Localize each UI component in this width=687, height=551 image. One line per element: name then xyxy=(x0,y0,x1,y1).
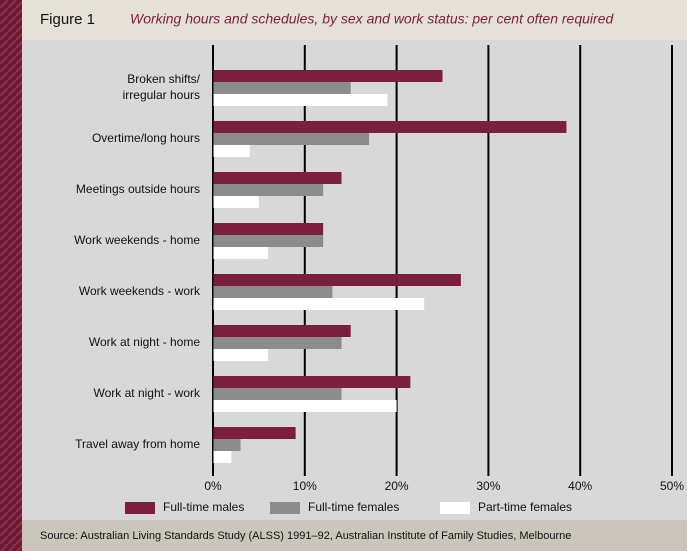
bar xyxy=(213,298,425,310)
bar xyxy=(213,325,351,337)
y-tick-label: Work at night - work xyxy=(94,386,201,400)
x-tick-label: 0% xyxy=(204,479,222,493)
y-tick-label: Work weekends - work xyxy=(79,284,201,298)
y-tick-label: Work at night - home xyxy=(89,335,200,349)
x-tick-label: 10% xyxy=(293,479,317,493)
chart-title: Working hours and schedules, by sex and … xyxy=(130,11,614,27)
source-note: Source: Australian Living Standards Stud… xyxy=(40,530,571,542)
x-tick-label: 40% xyxy=(568,479,592,493)
x-tick-label: 50% xyxy=(660,479,684,493)
y-tick-label: Meetings outside hours xyxy=(76,182,200,196)
bar xyxy=(213,184,324,196)
bar xyxy=(213,121,567,133)
bar xyxy=(213,133,370,145)
legend-swatch xyxy=(440,502,470,514)
bar xyxy=(213,247,269,259)
y-tick-label: Travel away from home xyxy=(75,437,200,451)
bar xyxy=(213,223,324,235)
bar xyxy=(213,82,351,94)
bar xyxy=(213,451,232,463)
bar xyxy=(213,337,342,349)
legend-label: Full-time males xyxy=(163,500,244,514)
bar xyxy=(213,400,397,412)
legend-swatch xyxy=(270,502,300,514)
legend-swatch xyxy=(125,502,155,514)
decorative-strip xyxy=(0,0,22,551)
header-bar xyxy=(22,0,687,40)
legend-label: Part-time females xyxy=(478,500,572,514)
bar xyxy=(213,427,296,439)
bar xyxy=(213,274,461,286)
bar xyxy=(213,439,241,451)
x-tick-label: 20% xyxy=(385,479,409,493)
y-tick-label: Overtime/long hours xyxy=(92,131,200,145)
bar xyxy=(213,196,259,208)
x-tick-label: 30% xyxy=(476,479,500,493)
y-tick-label: Work weekends - home xyxy=(74,233,200,247)
bar xyxy=(213,172,342,184)
bar xyxy=(213,235,324,247)
bar xyxy=(213,286,333,298)
bar xyxy=(213,145,250,157)
figure-label: Figure 1 xyxy=(40,11,95,28)
y-tick-label: Broken shifts/irregular hours xyxy=(123,72,201,102)
bar xyxy=(213,94,388,106)
bar xyxy=(213,349,269,361)
legend-label: Full-time females xyxy=(308,500,399,514)
footer-bar xyxy=(22,520,687,551)
bar xyxy=(213,376,411,388)
bar xyxy=(213,70,443,82)
bar xyxy=(213,388,342,400)
